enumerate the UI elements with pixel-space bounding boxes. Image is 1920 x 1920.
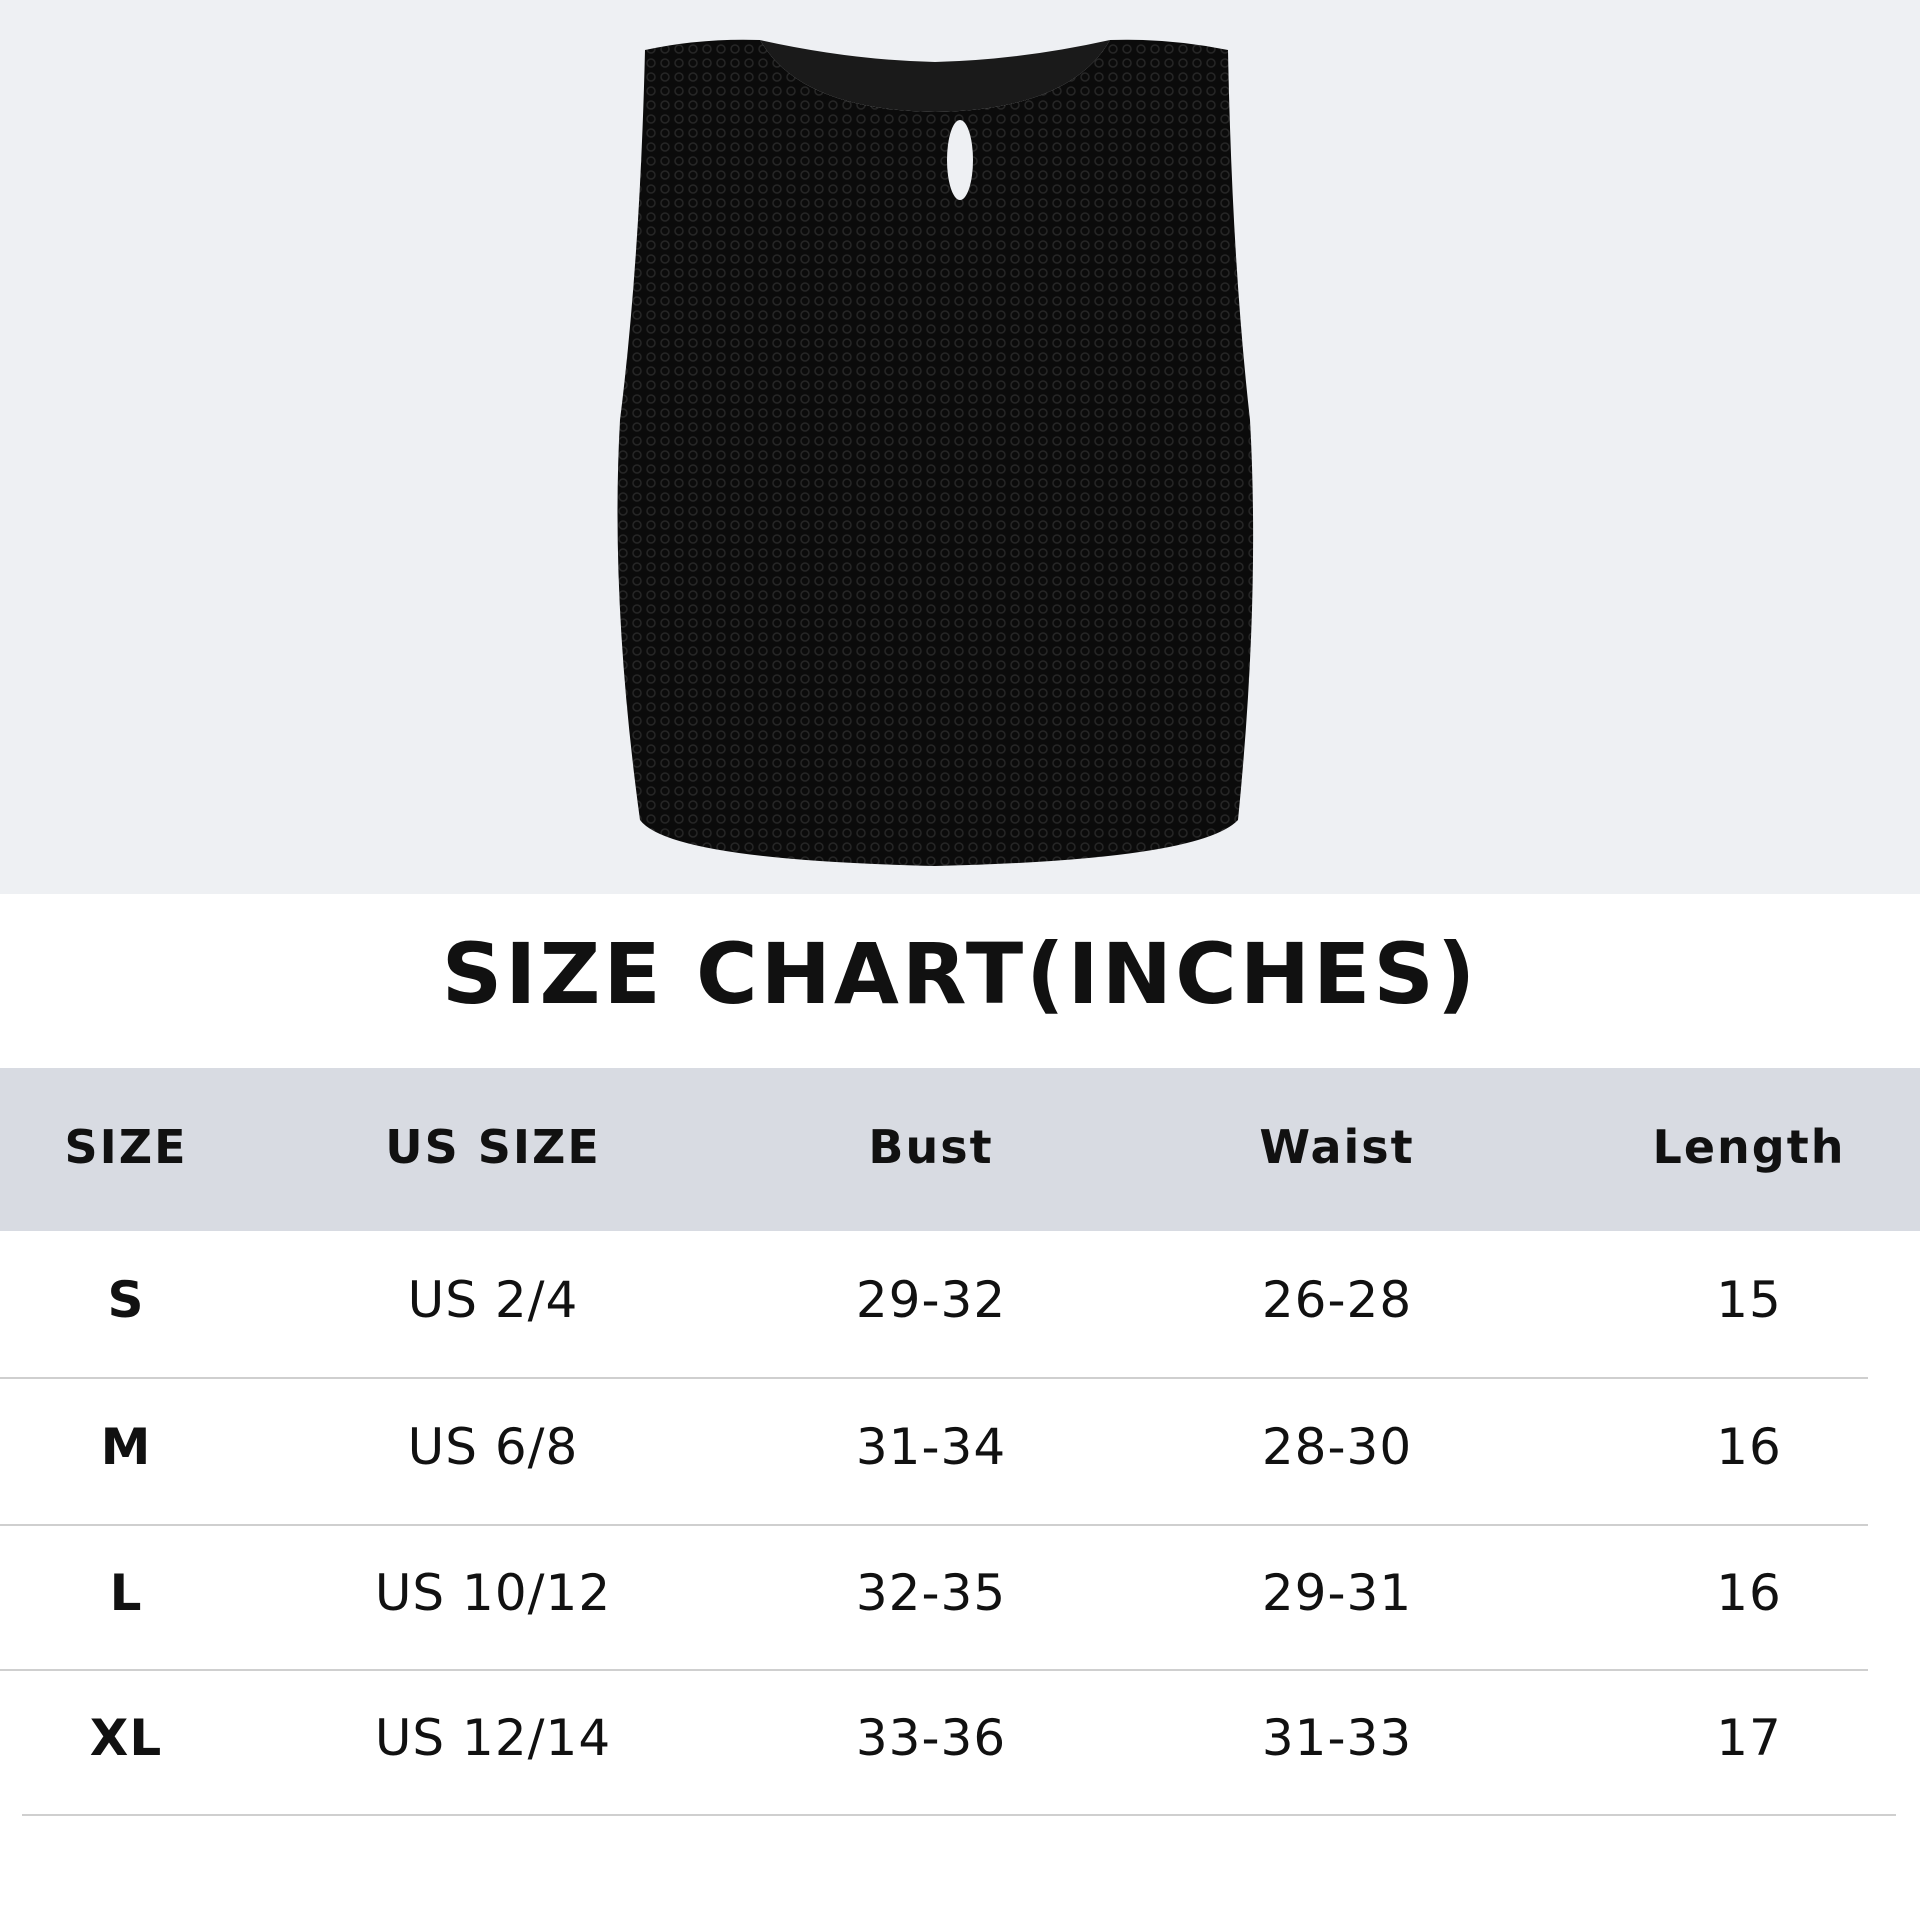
cell-waist: 29-31 (1261, 1564, 1413, 1622)
cell-waist: 28-30 (1261, 1418, 1413, 1476)
header-bust: Bust (868, 1120, 994, 1174)
cell-length: 15 (1716, 1271, 1782, 1329)
header-size: SIZE (64, 1120, 188, 1174)
row-divider (0, 1377, 1868, 1379)
cell-waist: 31-33 (1261, 1709, 1413, 1767)
header-length: Length (1652, 1120, 1846, 1174)
cell-bust: 29-32 (855, 1271, 1007, 1329)
cell-waist: 26-28 (1261, 1271, 1413, 1329)
cell-size: S (107, 1271, 145, 1329)
product-photo (0, 0, 1920, 894)
table-row: M US 6/8 31-34 28-30 16 (0, 1378, 1920, 1524)
table-row: S US 2/4 29-32 26-28 15 (0, 1231, 1920, 1377)
cell-size: M (100, 1418, 152, 1476)
cell-us-size: US 2/4 (407, 1271, 579, 1329)
row-divider (0, 1669, 1868, 1671)
cell-length: 16 (1716, 1564, 1782, 1622)
cell-us-size: US 6/8 (407, 1418, 579, 1476)
cell-size: L (109, 1564, 143, 1622)
cell-bust: 32-35 (855, 1564, 1007, 1622)
cell-length: 16 (1716, 1418, 1782, 1476)
cell-us-size: US 12/14 (374, 1709, 612, 1767)
header-waist: Waist (1259, 1120, 1415, 1174)
cell-size: XL (89, 1709, 163, 1767)
row-divider (0, 1524, 1868, 1526)
page-title: SIZE CHART(INCHES) (441, 925, 1479, 1023)
table-row: L US 10/12 32-35 29-31 16 (0, 1524, 1920, 1670)
table-header: SIZE US SIZE Bust Waist Length (0, 1068, 1920, 1231)
table-row: XL US 12/14 33-36 31-33 17 (0, 1669, 1920, 1815)
row-divider (22, 1814, 1896, 1816)
cell-bust: 31-34 (855, 1418, 1007, 1476)
sequin-tank-top-image (617, 39, 1254, 866)
cell-bust: 33-36 (855, 1709, 1007, 1767)
cell-length: 17 (1716, 1709, 1782, 1767)
cell-us-size: US 10/12 (374, 1564, 612, 1622)
header-us-size: US SIZE (385, 1120, 601, 1174)
